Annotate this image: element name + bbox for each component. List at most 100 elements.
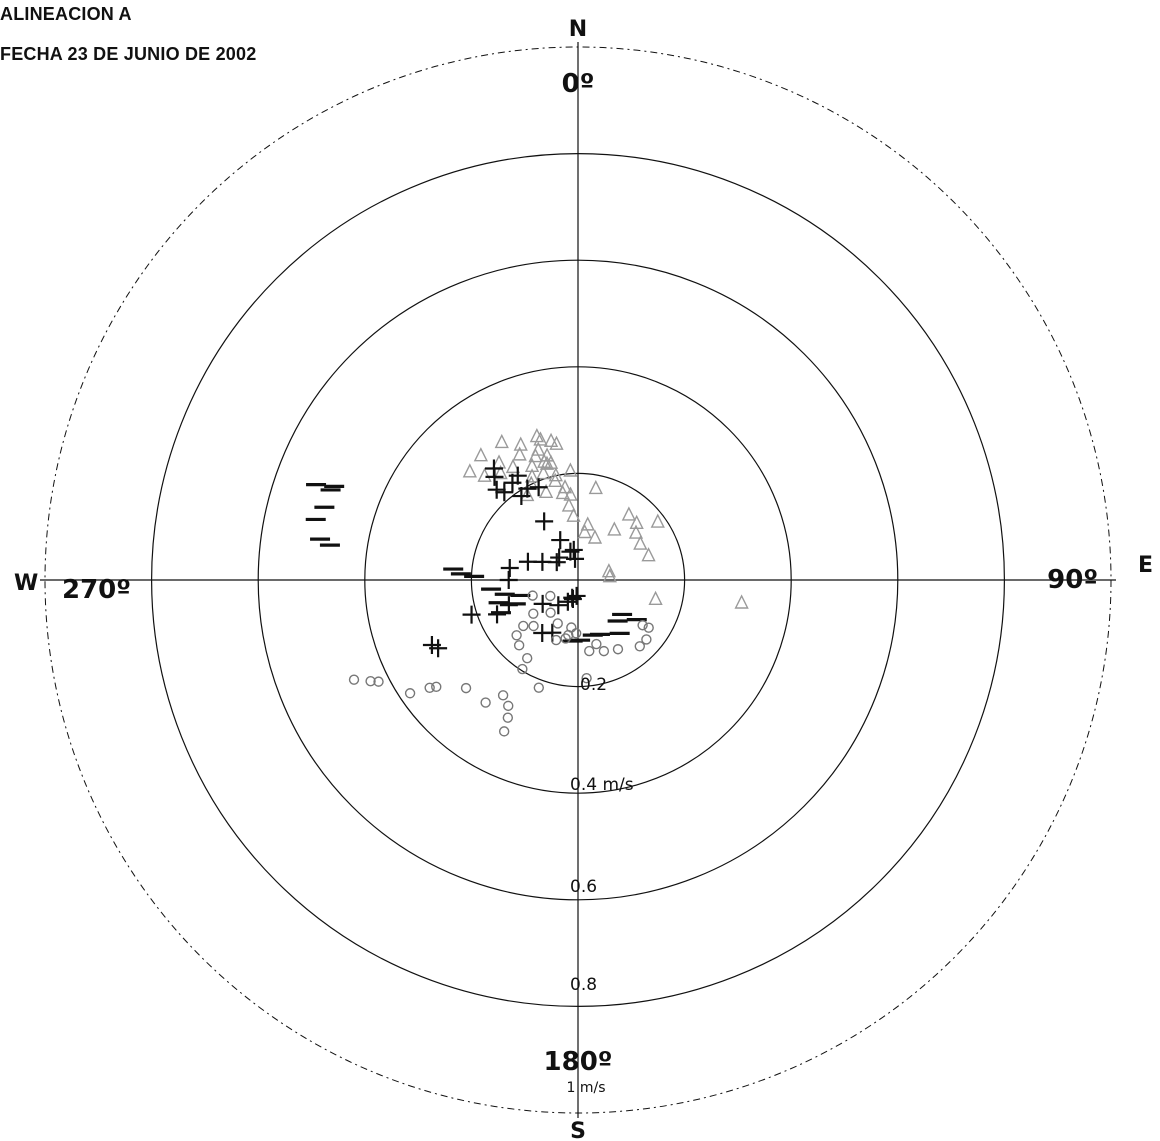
triangle-marker	[563, 462, 578, 477]
circle-marker	[598, 645, 610, 657]
plus-marker	[561, 542, 580, 561]
circle-marker	[373, 676, 384, 687]
circle-marker	[431, 681, 442, 693]
triangle-marker	[543, 432, 559, 448]
plus-marker	[535, 512, 554, 531]
triangle-marker	[528, 447, 543, 463]
triangle-marker	[536, 464, 551, 480]
plus-marker	[484, 459, 503, 478]
circle-marker	[521, 653, 533, 664]
triangle-marker	[524, 468, 540, 483]
triangle-marker	[580, 516, 595, 531]
plus-marker	[550, 548, 569, 567]
plus-marker	[487, 480, 506, 499]
radial-tick-label: 0.6	[570, 877, 597, 897]
circle-marker	[365, 675, 376, 687]
cardinal-north-label: N	[569, 17, 587, 42]
plus-marker	[488, 605, 507, 624]
triangle-marker	[602, 568, 617, 583]
circle-marker	[533, 682, 545, 693]
triangle-marker	[533, 431, 548, 446]
triangle-marker	[621, 506, 636, 521]
circle-marker	[460, 682, 472, 694]
radial-tick-label: 1 m/s	[566, 1080, 605, 1096]
circle-marker	[584, 645, 595, 657]
circle-marker	[518, 620, 529, 632]
radial-tick-label: 0.8	[570, 975, 597, 995]
triangle-marker	[557, 479, 573, 494]
triangle-marker	[561, 497, 577, 512]
circle-marker	[570, 628, 582, 639]
chart-title-line1: ALINEACION A	[0, 4, 132, 24]
triangle-marker	[549, 435, 564, 450]
plus-marker	[422, 636, 441, 655]
angle-label-0: 0º	[562, 69, 595, 99]
cardinal-south-label: S	[570, 1119, 586, 1141]
triangle-marker	[588, 479, 603, 495]
circle-marker	[545, 590, 556, 602]
radial-tick-label: 0.2	[580, 675, 607, 695]
plus-marker	[529, 478, 548, 497]
angle-label-270: 270º	[62, 575, 131, 605]
circle-marker	[404, 688, 416, 699]
triangle-marker	[587, 529, 603, 544]
plus-marker	[564, 540, 583, 559]
circle-marker	[498, 726, 510, 737]
triangle-marker	[548, 467, 563, 482]
triangle-marker	[641, 547, 656, 562]
circle-marker	[517, 663, 528, 675]
triangle-marker	[462, 463, 477, 478]
plus-marker	[462, 605, 481, 624]
data-points	[305, 427, 749, 737]
angle-label-90: 90º	[1047, 565, 1098, 595]
triangle-marker	[628, 524, 644, 539]
circle-marker	[637, 620, 648, 631]
triangle-marker	[633, 535, 648, 550]
circle-marker	[511, 630, 522, 641]
plus-marker	[549, 596, 568, 615]
triangle-marker	[494, 433, 509, 449]
plus-marker	[566, 549, 585, 568]
circle-marker	[424, 682, 435, 693]
circle-marker	[612, 644, 624, 655]
circle-marker	[591, 638, 602, 650]
plus-marker	[512, 487, 531, 506]
triangle-marker	[473, 447, 489, 462]
circle-marker	[527, 590, 538, 601]
chart-labels: N E S W 0º 90º 180º 270º 0.2 0.4 m/s 0.6…	[14, 17, 1153, 1141]
triangle-marker	[563, 486, 578, 501]
triangle-marker	[543, 454, 559, 469]
triangle-marker	[650, 513, 665, 528]
chart-title-line2: FECHA 23 DE JUNIO DE 2002	[0, 44, 257, 64]
triangle-marker	[512, 446, 527, 461]
circle-marker	[641, 634, 652, 645]
triangle-marker	[566, 507, 581, 522]
plus-marker	[567, 586, 586, 605]
circle-marker	[348, 674, 360, 685]
polar-grid	[40, 42, 1116, 1118]
circle-marker	[497, 690, 509, 701]
triangle-marker	[477, 467, 492, 482]
triangle-marker	[601, 563, 617, 578]
triangle-marker	[577, 523, 592, 539]
circle-marker	[550, 634, 562, 646]
triangle-marker	[734, 594, 749, 609]
plus-marker	[499, 571, 518, 589]
circle-marker	[552, 618, 563, 629]
cardinal-west-label: W	[14, 571, 38, 596]
plus-marker	[495, 483, 514, 502]
plus-marker	[518, 552, 537, 571]
plus-marker	[563, 588, 582, 607]
triangle-marker	[538, 483, 554, 499]
circle-marker	[503, 700, 514, 712]
triangle-marker	[493, 464, 508, 480]
plus-marker	[533, 594, 552, 613]
angle-label-180: 180º	[544, 1047, 613, 1077]
circle-marker	[513, 640, 525, 651]
circle-marker	[560, 633, 571, 644]
plus-marker	[508, 466, 527, 485]
triangle-marker	[505, 458, 521, 474]
circle-marker	[528, 608, 539, 619]
triangle-marker	[539, 455, 555, 470]
